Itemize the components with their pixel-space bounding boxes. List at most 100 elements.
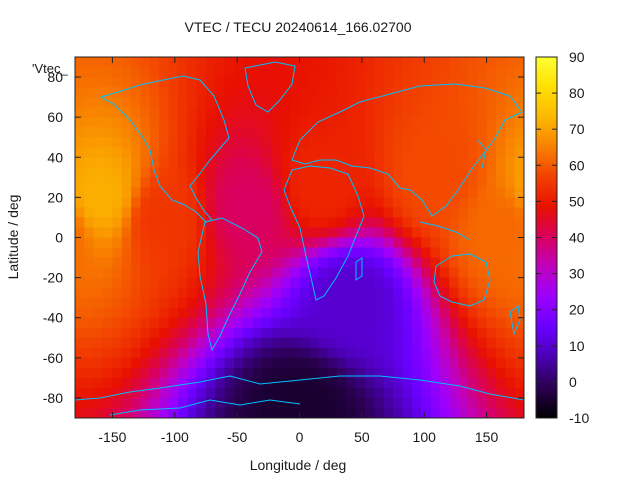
tec-cell <box>84 177 95 188</box>
tec-cell <box>252 267 263 279</box>
tec-cell <box>374 297 385 309</box>
tec-cell <box>430 247 441 259</box>
tec-cell <box>374 157 385 168</box>
tec-cell <box>140 357 151 369</box>
tec-cell <box>327 407 338 418</box>
tec-cell <box>140 287 151 299</box>
tec-cell <box>159 137 170 148</box>
tec-cell <box>458 307 469 319</box>
tec-cell <box>215 317 226 329</box>
tec-cell <box>421 347 432 359</box>
tec-cell <box>215 327 226 339</box>
tec-cell <box>374 137 385 148</box>
tec-cell <box>449 247 460 259</box>
tec-cell <box>177 307 188 319</box>
tec-cell <box>103 237 114 249</box>
tec-cell <box>121 277 132 289</box>
tec-cell <box>149 377 160 389</box>
tec-cell <box>271 407 282 418</box>
tec-cell <box>318 337 329 349</box>
tec-cell <box>168 387 179 399</box>
series-label: 'Vtec_ <box>32 61 68 76</box>
tec-cell <box>383 387 394 399</box>
tec-cell <box>458 227 469 239</box>
tec-cell <box>121 167 132 178</box>
tec-cell <box>75 247 85 259</box>
tec-cell <box>393 227 403 239</box>
tec-cell <box>84 147 95 158</box>
tec-cell <box>383 397 394 409</box>
tec-cell <box>439 147 450 158</box>
tec-cell <box>93 387 104 399</box>
tec-cell <box>318 77 329 88</box>
tec-cell <box>411 317 422 329</box>
tec-cell <box>514 67 524 78</box>
tec-cell <box>271 137 282 148</box>
tec-cell <box>224 377 235 389</box>
tec-cell <box>383 407 394 418</box>
tec-cell <box>149 287 160 299</box>
tec-cell <box>280 337 291 349</box>
tec-cell <box>308 207 319 219</box>
tec-cell <box>299 97 310 108</box>
tec-cell <box>196 327 207 339</box>
tec-cell <box>346 357 357 369</box>
tec-cell <box>411 117 422 128</box>
tec-cell <box>495 247 506 259</box>
tec-cell <box>84 167 95 178</box>
tec-cell <box>243 377 254 389</box>
tec-cell <box>224 317 235 329</box>
tec-cell <box>439 397 450 409</box>
tec-cell <box>430 287 441 299</box>
tec-cell <box>355 327 366 339</box>
tec-cell <box>112 337 123 349</box>
tec-cell <box>159 177 170 188</box>
tec-cell <box>196 237 207 249</box>
tec-cell <box>112 387 123 399</box>
tec-cell <box>149 197 160 209</box>
tec-cell <box>467 367 478 379</box>
tec-cell <box>224 367 235 379</box>
tec-cell <box>355 207 366 219</box>
tec-cell <box>215 147 226 158</box>
tec-cell <box>336 147 347 158</box>
tec-cell <box>514 107 524 118</box>
tec-cell <box>495 407 506 418</box>
tec-cell <box>140 257 151 269</box>
tec-cell <box>364 317 375 329</box>
tec-cell <box>327 187 338 198</box>
tec-cell <box>234 217 244 229</box>
tec-cell <box>149 277 160 289</box>
tec-cell <box>234 107 244 118</box>
tec-cell <box>393 357 403 369</box>
tec-cell <box>93 197 104 209</box>
tec-cell <box>495 117 506 128</box>
tec-cell <box>346 77 357 88</box>
tec-cell <box>215 87 226 98</box>
tec-cell <box>467 237 478 249</box>
tec-cell <box>112 227 123 239</box>
tec-cell <box>103 137 114 148</box>
tec-cell <box>514 207 524 219</box>
tec-cell <box>205 387 216 399</box>
tec-cell <box>449 267 460 279</box>
tec-cell <box>280 197 291 209</box>
tec-cell <box>449 317 460 329</box>
tec-cell <box>495 297 506 309</box>
tec-cell <box>336 197 347 209</box>
tec-cell <box>374 267 385 279</box>
tec-cell <box>458 137 469 148</box>
tec-cell <box>75 387 85 399</box>
tec-cell <box>458 87 469 98</box>
tec-cell <box>449 157 460 168</box>
tec-cell <box>234 327 244 339</box>
tec-cell <box>299 167 310 178</box>
tec-cell <box>103 57 114 68</box>
tec-cell <box>299 87 310 98</box>
tec-cell <box>121 127 132 138</box>
tec-cell <box>439 317 450 329</box>
tec-cell <box>364 407 375 418</box>
tec-cell <box>271 127 282 138</box>
tec-cell <box>402 237 413 249</box>
tec-cell <box>393 367 403 379</box>
